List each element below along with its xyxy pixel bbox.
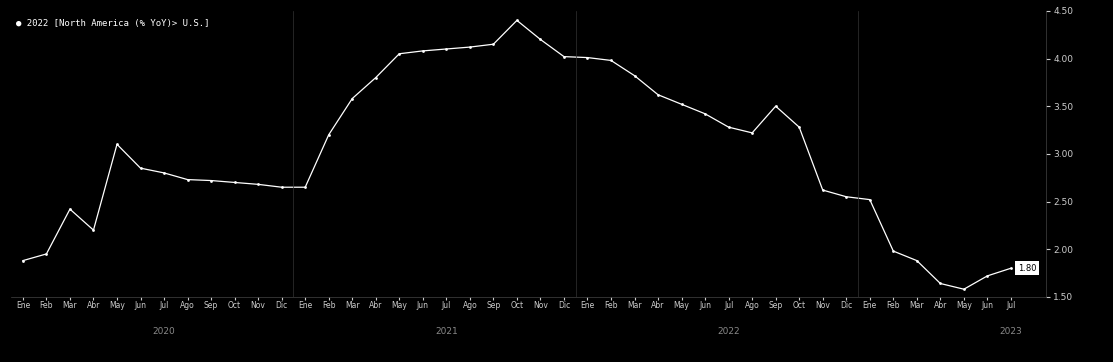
Text: 2021: 2021 (435, 327, 457, 336)
Text: 2022: 2022 (717, 327, 740, 336)
Text: 2020: 2020 (152, 327, 176, 336)
Text: ● 2022 [North America (% YoY)> U.S.]: ● 2022 [North America (% YoY)> U.S.] (17, 20, 210, 29)
Text: 2023: 2023 (999, 327, 1023, 336)
Text: 1.80: 1.80 (1018, 264, 1036, 273)
